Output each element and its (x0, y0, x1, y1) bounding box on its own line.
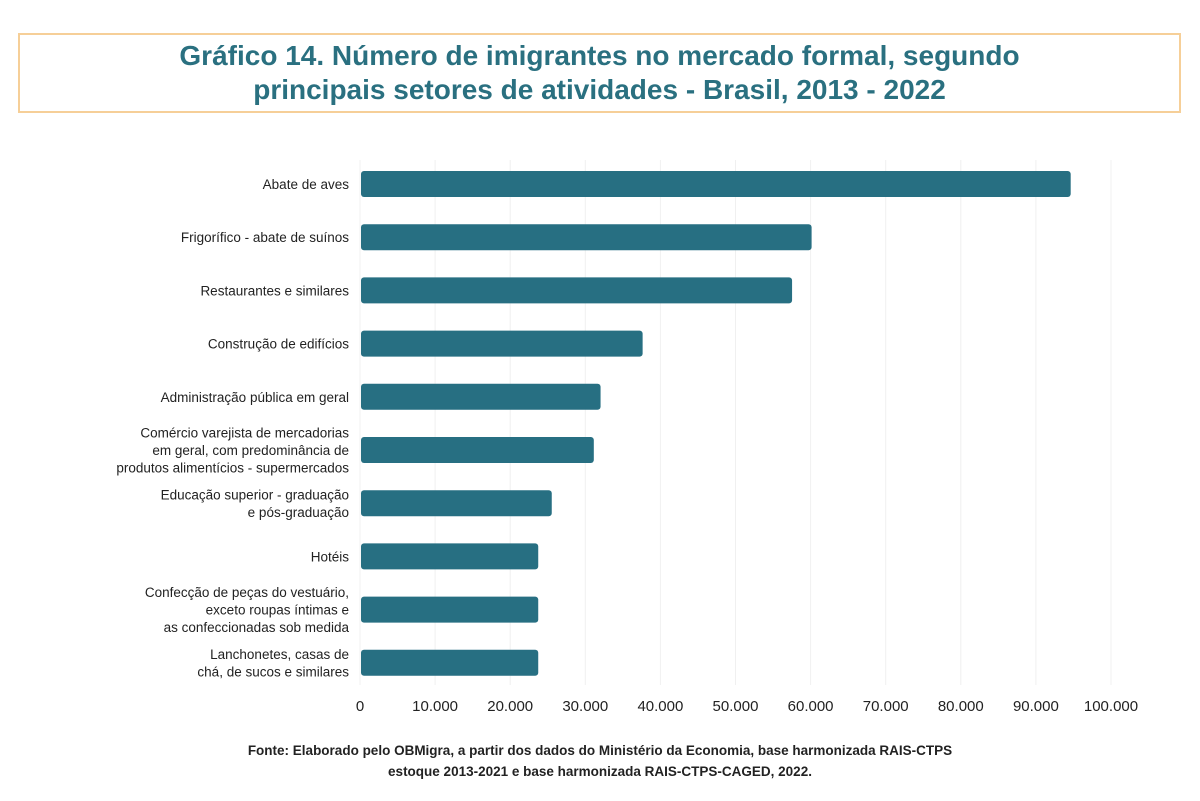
bar (361, 437, 594, 463)
category-label: Educação superior - graduação (161, 487, 349, 502)
x-tick-label: 0 (356, 698, 364, 715)
x-tick-label: 50.000 (713, 698, 759, 715)
category-label: em geral, com predominância de (152, 443, 349, 458)
x-tick-label: 30.000 (562, 698, 608, 715)
x-tick-label: 40.000 (637, 698, 683, 715)
chart-title-line-1: Gráfico 14. Número de imigrantes no merc… (179, 40, 1020, 71)
source-note: Fonte: Elaborado pelo OBMigra, a partir … (0, 740, 1200, 782)
category-label: produtos alimentícios - supermercados (116, 461, 349, 476)
x-tick-label: 70.000 (863, 698, 909, 715)
category-label: e pós-graduação (248, 505, 349, 520)
bar (361, 330, 643, 357)
category-label: Administração pública em geral (161, 390, 349, 405)
category-label: Construção de edifícios (208, 337, 349, 352)
bar (361, 543, 539, 570)
chart-title: Gráfico 14. Número de imigrantes no merc… (18, 33, 1181, 113)
chart-title-line-2: principais setores de atividades - Brasi… (253, 74, 946, 105)
bar (361, 649, 539, 676)
x-tick-label: 10.000 (412, 698, 458, 715)
source-line-1: Fonte: Elaborado pelo OBMigra, a partir … (247, 743, 953, 758)
category-label: exceto roupas íntimas e (206, 603, 349, 618)
category-label: Restaurantes e similares (200, 283, 349, 298)
category-label: as confeccionadas sob medida (164, 620, 350, 635)
bar (361, 596, 539, 623)
category-label: Confecção de peças do vestuário, (145, 585, 349, 600)
x-tick-label: 100.000 (1084, 698, 1138, 715)
bar (361, 277, 793, 304)
category-label: chá, de sucos e similares (197, 665, 349, 680)
bar-chart: 0 10.000 20.000 30.000 40.000 50.000 60.000 70.… (116, 160, 1138, 715)
x-tick-label: 90.000 (1013, 698, 1059, 715)
category-label: Comércio varejista de mercadorias (140, 426, 349, 441)
category-label: Hotéis (311, 549, 350, 564)
bar (361, 490, 552, 517)
x-tick-label: 20.000 (487, 698, 533, 715)
category-label: Abate de aves (263, 177, 350, 192)
x-tick-label: 80.000 (938, 698, 984, 715)
bar (361, 383, 601, 410)
source-line-2: estoque 2013-2021 e base harmonizada RAI… (388, 764, 812, 779)
x-tick-label: 60.000 (788, 698, 834, 715)
category-label: Frigorífico - abate de suínos (181, 230, 349, 245)
bar (361, 224, 812, 251)
bar (361, 171, 1071, 197)
category-label: Lanchonetes, casas de (210, 647, 349, 662)
